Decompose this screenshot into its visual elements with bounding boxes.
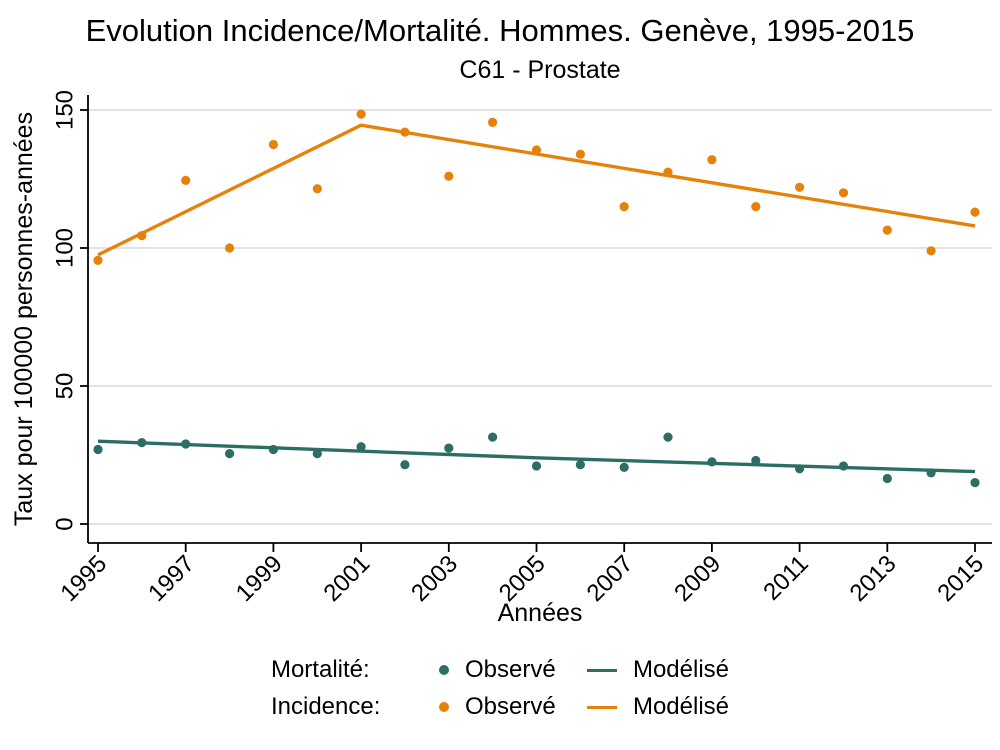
data-point: [488, 117, 498, 127]
data-point: [970, 207, 980, 217]
incidence-observe-points: [93, 109, 980, 265]
y-tick-label: 50: [51, 373, 78, 400]
data-point: [356, 109, 366, 119]
data-point: [663, 167, 673, 177]
data-point: [663, 432, 673, 442]
data-point: [312, 184, 322, 194]
legend-row-incidence: Incidence: Observé Modélisé: [271, 693, 729, 721]
data-point: [970, 478, 980, 488]
observed-dot-icon: [438, 665, 449, 675]
data-point: [575, 460, 586, 470]
mortalite-observe-points: [93, 432, 980, 488]
legend-group-label: Mortalité:: [270, 656, 370, 683]
data-point: [795, 182, 805, 192]
modeled-line-icon: [586, 705, 617, 709]
legend-modeled-label: Modélisé: [632, 656, 730, 683]
legend-observed-label: Observé: [464, 656, 556, 683]
x-tick-label: 2011: [758, 550, 814, 606]
incidence-modelise-line: [97, 123, 976, 257]
x-tick-label: 1999: [231, 550, 288, 607]
data-point: [268, 444, 278, 455]
data-point: [488, 432, 498, 442]
data-point: [181, 439, 191, 449]
data-point: [619, 462, 629, 472]
data-point: [707, 457, 717, 467]
data-point: [225, 449, 235, 459]
x-tick-label: 2001: [318, 550, 375, 607]
data-point: [882, 473, 892, 484]
y-gridlines: [88, 109, 992, 525]
x-tick-label: 1997: [143, 550, 200, 607]
data-point: [531, 145, 542, 155]
data-point: [400, 460, 410, 470]
data-point: [444, 443, 454, 453]
mortalite-modelise-line: [97, 439, 976, 474]
data-point: [751, 202, 761, 212]
data-point: [531, 461, 542, 471]
x-tick-label: 2009: [669, 550, 726, 607]
data-point: [268, 139, 278, 150]
legend-group-label: Incidence:: [270, 693, 381, 720]
data-point: [93, 255, 103, 265]
data-point: [838, 188, 849, 198]
data-point: [838, 461, 849, 471]
y-tick-label: 150: [51, 90, 78, 130]
axes: [87, 95, 992, 544]
x-tick-label: 1995: [55, 550, 112, 607]
y-tick-label: 0: [51, 517, 78, 530]
legend-observed-label: Observé: [464, 693, 556, 720]
x-tick-label: 2015: [932, 550, 989, 607]
chart-legend: Mortalité: Observé Modélisé Incidence: O…: [0, 656, 1000, 721]
data-point: [137, 438, 147, 448]
chart-subtitle: C61 - Prostate: [459, 56, 621, 84]
x-tick-label: 2013: [845, 550, 902, 607]
data-point: [356, 442, 366, 452]
data-point: [225, 243, 235, 253]
data-point: [882, 225, 892, 235]
chart-title: Evolution Incidence/Mortalité. Hommes. G…: [85, 13, 915, 48]
data-point: [795, 464, 805, 474]
data-point: [93, 444, 103, 455]
data-point: [312, 449, 322, 459]
data-point: [575, 149, 586, 159]
y-tick-labels: 0 50 100 150: [51, 90, 88, 531]
data-point: [137, 231, 147, 241]
data-point: [619, 202, 629, 212]
legend-modeled-label: Modélisé: [632, 693, 730, 720]
legend-row-mortalite: Mortalité: Observé Modélisé: [271, 656, 729, 684]
data-point: [926, 246, 936, 256]
data-point: [751, 455, 761, 466]
y-tick-label: 100: [51, 228, 78, 268]
data-point: [181, 175, 191, 185]
data-point: [926, 468, 936, 478]
x-tick-labels: 1995 1997 1999 2001 2003 2005 2007 2009 2011 2013…: [55, 543, 989, 607]
modeled-line-icon: [586, 668, 617, 672]
data-point: [444, 171, 454, 181]
data-point: [400, 127, 410, 137]
data-point: [707, 155, 717, 165]
observed-dot-icon: [438, 702, 449, 712]
x-axis-title: Années: [497, 599, 583, 627]
